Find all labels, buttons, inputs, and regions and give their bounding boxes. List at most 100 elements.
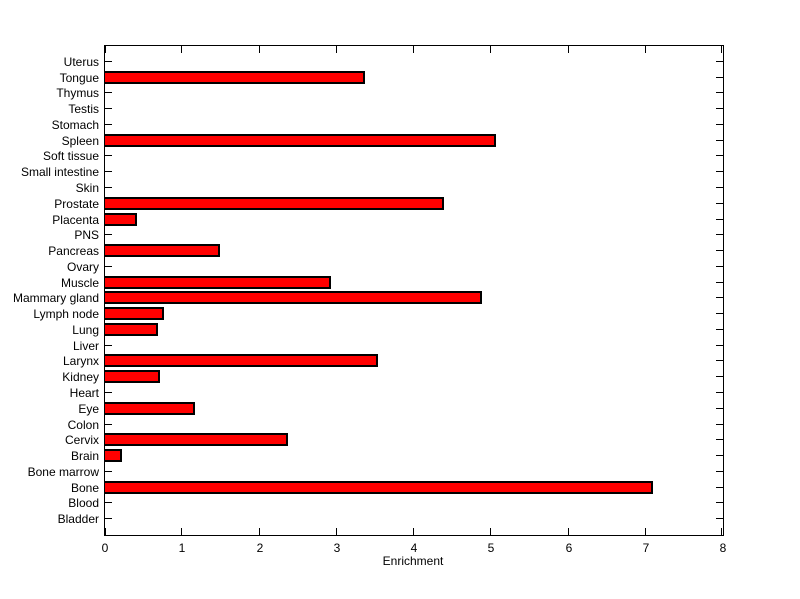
y-tick-left [105,92,112,93]
y-tick-right [716,187,723,188]
y-tick-label-bone: Bone [70,481,99,495]
y-tick-left [105,392,112,393]
x-tick-bottom [721,528,722,535]
y-tick-right [716,329,723,330]
y-tick-right [716,250,723,251]
y-tick-left [105,345,112,346]
x-tick-top [490,46,491,53]
x-tick-bottom [413,528,414,535]
y-tick-right [716,487,723,488]
y-tick-label-lymph-node: Lymph node [33,307,99,321]
y-tick-label-heart: Heart [69,386,99,400]
x-tick-bottom [490,528,491,535]
y-tick-right [716,455,723,456]
x-tick-label-5: 5 [487,541,495,555]
y-tick-label-thymus: Thymus [56,86,99,100]
y-tick-right [716,502,723,503]
x-tick-top [259,46,260,53]
y-tick-label-skin: Skin [75,181,99,195]
y-tick-left [105,187,112,188]
y-tick-label-testis: Testis [68,102,99,116]
bar-kidney [105,370,160,383]
y-tick-label-small-intestine: Small intestine [20,165,99,179]
x-tick-label-8: 8 [719,541,727,555]
y-tick-right [716,360,723,361]
y-tick-right [716,471,723,472]
y-tick-right [716,266,723,267]
y-tick-label-pancreas: Pancreas [48,244,99,258]
y-tick-label-eye: Eye [78,402,99,416]
bar-prostate [105,197,444,210]
y-tick-right [716,140,723,141]
y-tick-left [105,234,112,235]
bar-lymph-node [105,307,164,320]
y-tick-right [716,408,723,409]
y-tick-left [105,266,112,267]
y-tick-right [716,61,723,62]
y-tick-label-brain: Brain [70,449,99,463]
bar-cervix [105,433,288,446]
y-tick-right [716,234,723,235]
bar-chart-plot-area: Uterus Tongue Thymus Testis Stomach Spleen Sof… [13,45,726,555]
y-tick-label-blood: Blood [68,496,99,510]
x-tick-label-4: 4 [410,541,418,555]
y-tick-label-larynx: Larynx [62,354,99,368]
y-tick-label-mammary-gland: Mammary gland [12,291,99,305]
x-tick-top [105,46,106,53]
y-tick-label-ovary: Ovary [66,260,99,274]
bar-tongue [105,71,365,84]
y-tick-right [716,124,723,125]
y-tick-right [716,108,723,109]
bar-mammary-gland [105,291,482,304]
x-tick-label-2: 2 [256,541,264,555]
y-tick-label-colon: Colon [67,418,99,432]
y-tick-label-placenta: Placenta [52,213,99,227]
y-tick-label-prostate: Prostate [54,197,99,211]
y-tick-label-stomach: Stomach [51,118,99,132]
y-tick-right [716,518,723,519]
x-tick-top [413,46,414,53]
x-tick-label-7: 7 [642,541,650,555]
y-tick-left [105,502,112,503]
y-tick-label-liver: Liver [72,339,99,353]
bar-pancreas [105,244,220,257]
y-tick-left [105,171,112,172]
x-tick-bottom [181,528,182,535]
y-tick-label-cervix: Cervix [64,433,99,447]
x-axis-title: Enrichment [382,554,444,568]
bar-spleen [105,134,496,147]
y-tick-label-soft-tissue: Soft tissue [42,149,99,163]
x-tick-top [568,46,569,53]
y-tick-right [716,439,723,440]
x-tick-bottom [645,528,646,535]
y-tick-label-pns: PNS [74,228,99,242]
y-tick-right [716,345,723,346]
y-tick-right [716,203,723,204]
y-tick-right [716,92,723,93]
y-tick-label-kidney: Kidney [62,370,99,384]
x-tick-bottom [568,528,569,535]
y-tick-left [105,108,112,109]
x-tick-label-6: 6 [565,541,573,555]
bar-placenta [105,213,137,226]
y-tick-label-lung: Lung [72,323,99,337]
y-tick-right [716,219,723,220]
y-tick-left [105,61,112,62]
y-tick-label-bone-marrow: Bone marrow [27,465,99,479]
x-tick-label-0: 0 [101,541,109,555]
y-tick-label-bladder: Bladder [57,512,99,526]
bar-muscle [105,276,331,289]
y-tick-label-muscle: Muscle [60,276,99,290]
y-tick-right [716,155,723,156]
y-tick-right [716,313,723,314]
y-tick-right [716,171,723,172]
x-tick-top [181,46,182,53]
x-tick-bottom [259,528,260,535]
y-tick-left [105,471,112,472]
y-tick-right [716,77,723,78]
y-tick-label-spleen: Spleen [61,134,99,148]
y-tick-left [105,124,112,125]
x-tick-bottom [336,528,337,535]
bar-lung [105,323,158,336]
